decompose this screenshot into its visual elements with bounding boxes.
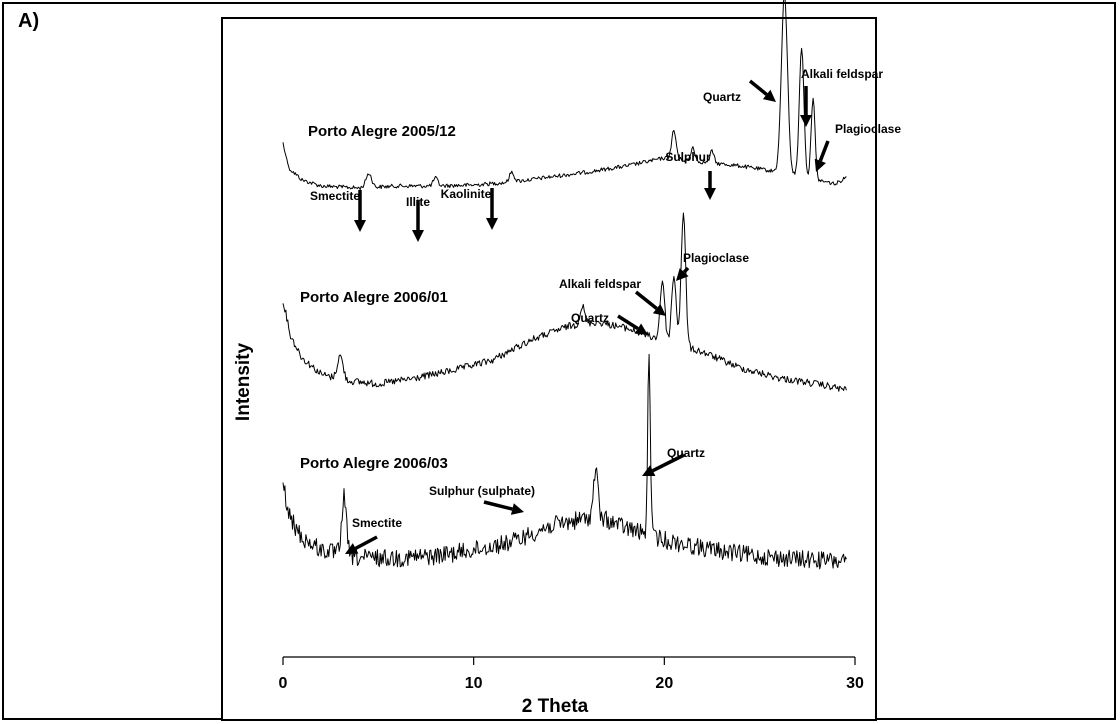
labels-layer: Porto Alegre 2005/12SmectiteIlliteKaolin… <box>300 67 901 554</box>
annotation-arrow <box>704 171 716 200</box>
annotation-arrow <box>634 290 666 316</box>
x-tick-label: 0 <box>279 675 288 692</box>
annotation-arrow <box>412 200 424 242</box>
series-label: Porto Alegre 2005/12 <box>308 123 456 140</box>
x-axis-title: 2 Theta <box>522 696 589 717</box>
series-layer <box>282 0 847 570</box>
series-label: Porto Alegre 2006/01 <box>300 289 448 306</box>
x-tick-label: 20 <box>655 675 673 692</box>
peak-annotation: Kaolinite <box>441 187 492 201</box>
peak-annotation: Quartz <box>571 311 609 325</box>
annotation-arrow <box>748 79 776 102</box>
y-axis-title: Intensity <box>233 343 254 422</box>
plot-frame <box>221 17 877 721</box>
peak-annotation: Smectite <box>310 189 360 203</box>
annotation-arrow <box>617 314 648 335</box>
series-line <box>282 353 847 570</box>
peak-annotation: Smectite <box>352 516 402 530</box>
annotation-arrow <box>676 266 690 281</box>
x-ticks: 0 10 20 30 <box>279 657 864 692</box>
annotation-arrow <box>814 140 830 172</box>
peak-annotation: Plagioclase <box>683 251 749 265</box>
peak-annotation: Alkali feldspar <box>559 277 641 291</box>
x-tick-label: 10 <box>465 675 483 692</box>
peak-annotation: Sulphur (sulphate) <box>429 484 535 498</box>
annotation-arrow <box>800 86 812 127</box>
peak-annotation: Quartz <box>667 446 705 460</box>
series-line <box>282 0 847 191</box>
series-label: Porto Alegre 2006/03 <box>300 455 448 472</box>
panel-label: A) <box>18 10 40 32</box>
peak-annotation: Sulphur <box>665 150 711 164</box>
peak-annotation: Plagioclase <box>835 122 901 136</box>
series-line <box>282 212 847 392</box>
annotation-arrow <box>483 500 524 515</box>
annotation-arrow <box>345 535 378 554</box>
annotation-arrow <box>354 190 366 232</box>
peak-annotation: Quartz <box>703 90 741 104</box>
annotation-arrow <box>486 188 498 230</box>
peak-annotation: Alkali feldspar <box>801 67 883 81</box>
annotation-arrow <box>642 453 685 476</box>
x-tick-label: 30 <box>846 675 864 692</box>
